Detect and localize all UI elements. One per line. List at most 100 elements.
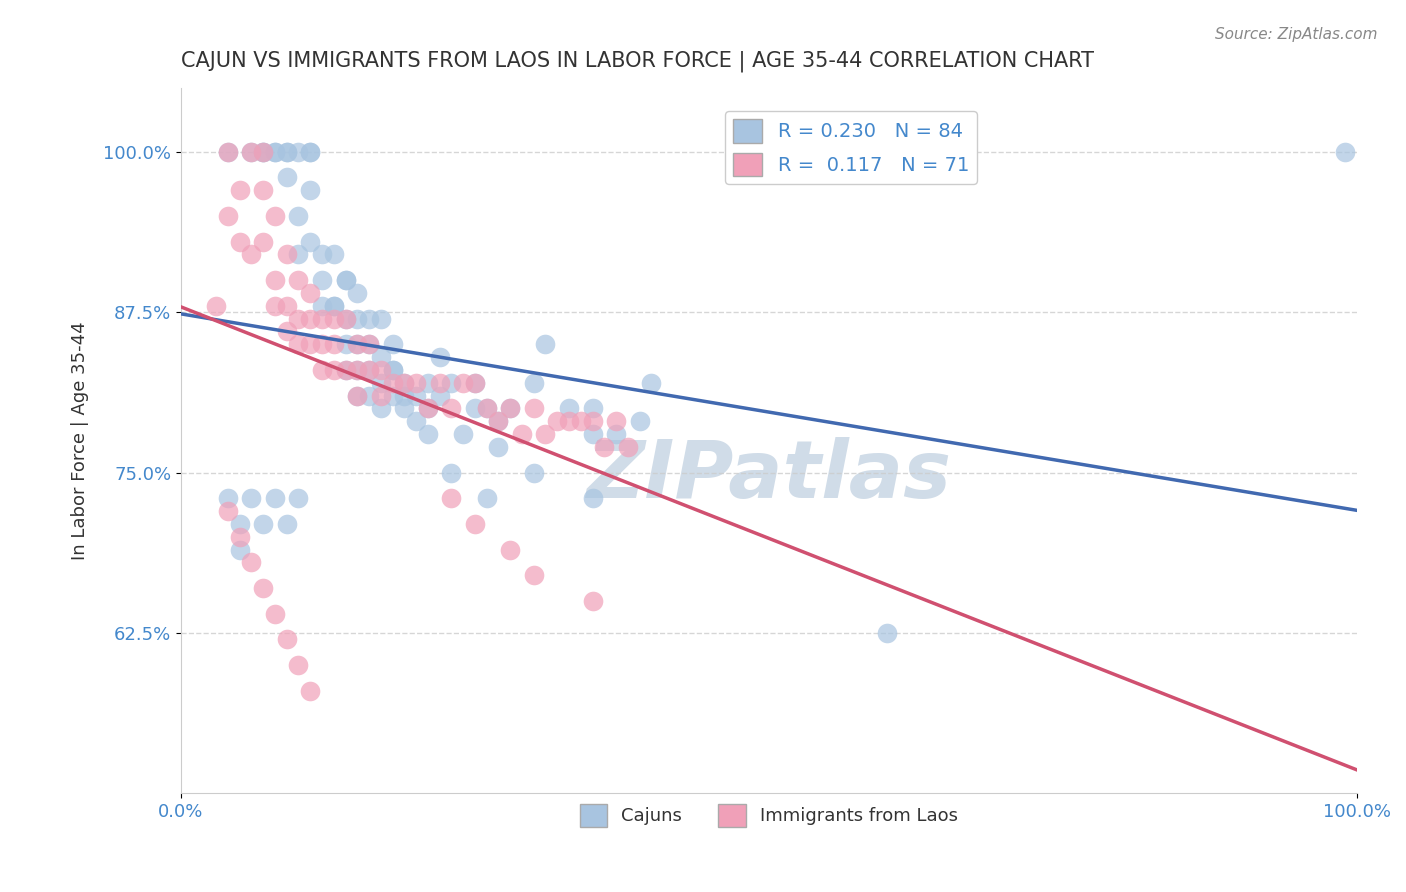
- Point: [299, 235, 322, 249]
- Point: [217, 145, 239, 159]
- Point: [381, 363, 404, 377]
- Point: [394, 376, 416, 390]
- Point: [558, 414, 581, 428]
- Point: [381, 388, 404, 402]
- Text: CAJUN VS IMMIGRANTS FROM LAOS IN LABOR FORCE | AGE 35-44 CORRELATION CHART: CAJUN VS IMMIGRANTS FROM LAOS IN LABOR F…: [181, 51, 1094, 72]
- Point: [217, 504, 239, 518]
- Point: [499, 542, 522, 557]
- Point: [299, 145, 322, 159]
- Point: [276, 145, 298, 159]
- Point: [287, 311, 309, 326]
- Point: [252, 145, 274, 159]
- Point: [287, 247, 309, 261]
- Point: [346, 388, 368, 402]
- Point: [451, 376, 474, 390]
- Legend: Cajuns, Immigrants from Laos: Cajuns, Immigrants from Laos: [572, 797, 965, 834]
- Point: [405, 414, 427, 428]
- Point: [357, 311, 380, 326]
- Point: [499, 401, 522, 416]
- Point: [287, 658, 309, 673]
- Point: [287, 491, 309, 505]
- Point: [311, 273, 333, 287]
- Point: [429, 388, 451, 402]
- Point: [581, 594, 603, 608]
- Point: [416, 401, 439, 416]
- Point: [264, 209, 287, 223]
- Point: [287, 209, 309, 223]
- Point: [523, 466, 546, 480]
- Point: [335, 363, 357, 377]
- Point: [581, 414, 603, 428]
- Point: [276, 170, 298, 185]
- Point: [475, 401, 498, 416]
- Point: [464, 401, 486, 416]
- Point: [464, 516, 486, 531]
- Point: [228, 235, 250, 249]
- Point: [523, 376, 546, 390]
- Point: [357, 337, 380, 351]
- Point: [311, 311, 333, 326]
- Point: [440, 491, 463, 505]
- Point: [370, 363, 392, 377]
- Point: [228, 542, 250, 557]
- Point: [299, 285, 322, 300]
- Point: [581, 401, 603, 416]
- Point: [240, 145, 263, 159]
- Point: [299, 145, 322, 159]
- Point: [486, 414, 509, 428]
- Text: Source: ZipAtlas.com: Source: ZipAtlas.com: [1215, 27, 1378, 42]
- Point: [440, 376, 463, 390]
- Point: [252, 145, 274, 159]
- Point: [299, 683, 322, 698]
- Point: [581, 491, 603, 505]
- Point: [370, 401, 392, 416]
- Point: [252, 235, 274, 249]
- Point: [534, 427, 557, 442]
- Point: [252, 145, 274, 159]
- Point: [381, 376, 404, 390]
- Point: [322, 299, 344, 313]
- Point: [299, 311, 322, 326]
- Point: [416, 401, 439, 416]
- Point: [593, 440, 616, 454]
- Point: [486, 440, 509, 454]
- Point: [876, 626, 898, 640]
- Point: [640, 376, 662, 390]
- Point: [346, 337, 368, 351]
- Point: [346, 337, 368, 351]
- Point: [335, 311, 357, 326]
- Point: [381, 363, 404, 377]
- Point: [228, 183, 250, 197]
- Point: [1334, 145, 1357, 159]
- Point: [335, 311, 357, 326]
- Point: [240, 555, 263, 569]
- Point: [523, 568, 546, 582]
- Point: [394, 376, 416, 390]
- Point: [464, 376, 486, 390]
- Point: [322, 299, 344, 313]
- Point: [451, 427, 474, 442]
- Point: [429, 376, 451, 390]
- Point: [486, 414, 509, 428]
- Point: [276, 324, 298, 338]
- Point: [311, 337, 333, 351]
- Point: [370, 376, 392, 390]
- Point: [475, 491, 498, 505]
- Point: [276, 247, 298, 261]
- Point: [357, 363, 380, 377]
- Point: [346, 388, 368, 402]
- Point: [217, 209, 239, 223]
- Point: [264, 145, 287, 159]
- Point: [405, 388, 427, 402]
- Point: [617, 440, 640, 454]
- Point: [240, 491, 263, 505]
- Point: [335, 273, 357, 287]
- Point: [370, 311, 392, 326]
- Point: [357, 363, 380, 377]
- Point: [381, 337, 404, 351]
- Point: [264, 607, 287, 621]
- Point: [346, 311, 368, 326]
- Point: [357, 388, 380, 402]
- Point: [228, 530, 250, 544]
- Point: [440, 401, 463, 416]
